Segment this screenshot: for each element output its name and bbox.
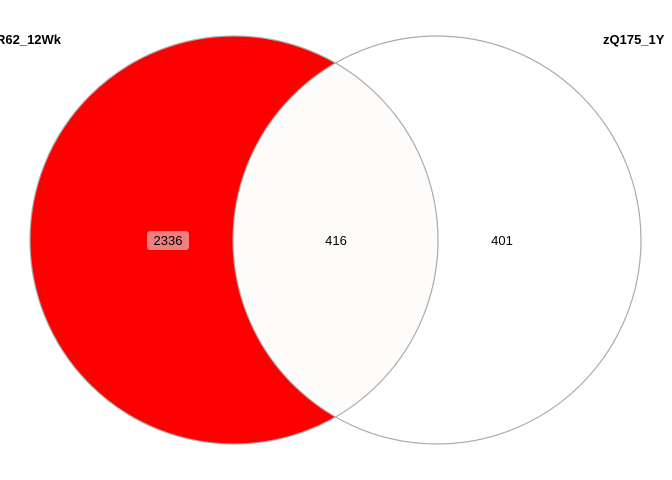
intersection-count: 416 xyxy=(325,233,347,248)
right-only-count: 401 xyxy=(491,233,513,248)
intersection-region xyxy=(233,36,438,444)
left-only-count: 2336 xyxy=(154,233,183,248)
set-label-r62-12wk: R62_12Wk xyxy=(0,32,62,47)
left-only-count-badge xyxy=(147,231,189,250)
set-zq175-1y-circle xyxy=(232,35,642,445)
set-label-zq175-1y: zQ175_1Y xyxy=(603,32,665,47)
set-r62-12wk-outline xyxy=(29,35,439,445)
